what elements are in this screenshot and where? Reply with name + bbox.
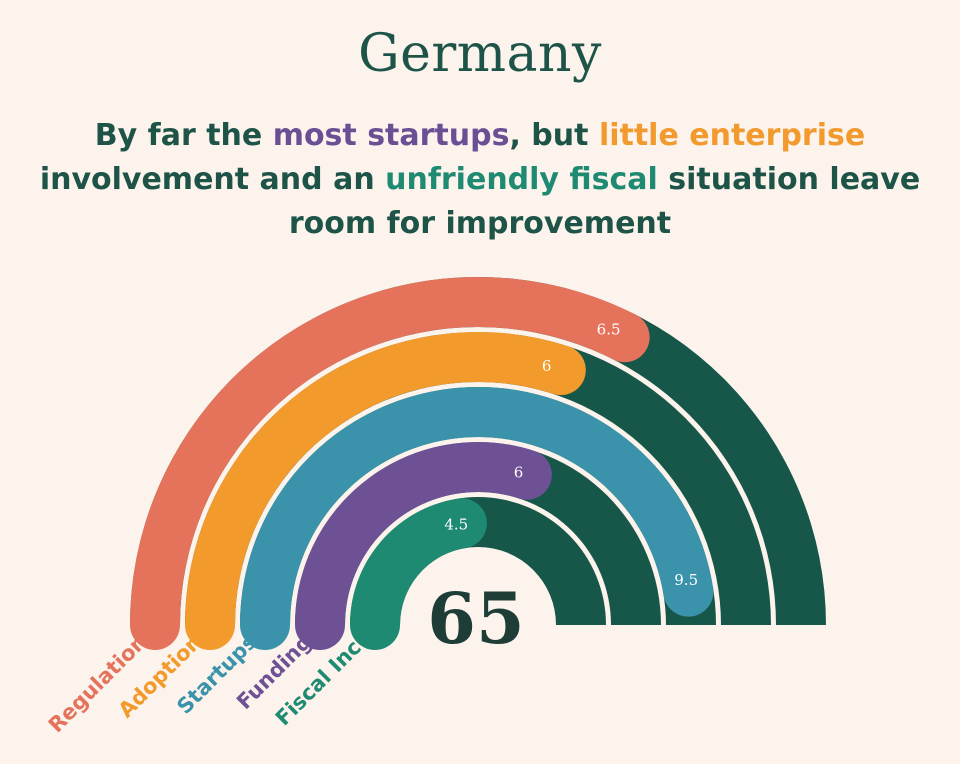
bar-base-fiscal-inc [350,624,400,625]
subtitle-highlight-fiscal: unfriendly fiscal [385,162,658,197]
subtitle-line-3: room for improvement [20,202,940,246]
page-subtitle: By far the most startups, but little ent… [20,114,940,246]
subtitle-line-2: involvement and an unfriendly fiscal sit… [20,158,940,202]
subtitle-text-4: situation leave [657,162,921,197]
subtitle-text-2: , but [509,118,599,153]
value-label-regulation: 6.5 [597,321,621,339]
overall-score: 65 [427,577,524,660]
subtitle-text-3: involvement and an [39,162,386,197]
bar-base-adoption [185,624,235,625]
page-title: Germany [358,24,602,84]
bar-base-startups [240,624,290,625]
bar-funding [295,442,552,650]
subtitle-text-1: By far the [94,118,273,153]
value-labels: 6.5 6 9.5 6 4.5 [444,321,698,590]
bar-base-funding [295,624,345,625]
subtitle-highlight-enterprise: little enterprise [598,118,866,153]
value-arcs [130,277,714,650]
value-label-funding: 6 [514,463,524,481]
bar-adoption [185,332,586,650]
bar-regulation [130,277,650,650]
bar-startups [240,386,714,650]
value-label-adoption: 6 [542,357,552,375]
subtitle-highlight-startups: most startups [272,118,510,153]
bar-base-regulation [130,624,180,625]
bar-fiscal-inc [350,498,487,650]
value-label-fiscal-inc: 4.5 [444,515,468,533]
subtitle-line-1: By far the most startups, but little ent… [20,114,940,158]
value-label-startups: 9.5 [674,571,698,589]
subtitle-text-5: room for improvement [288,206,672,241]
